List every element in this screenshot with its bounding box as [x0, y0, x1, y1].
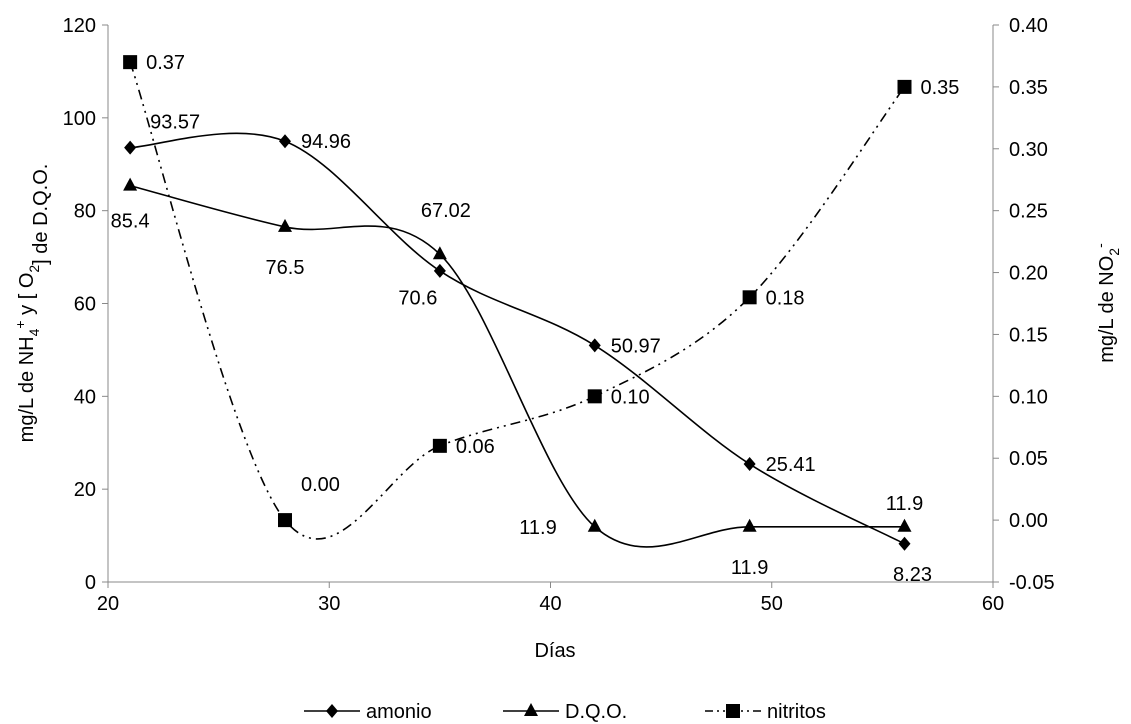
- point-d-q-o: [278, 218, 292, 232]
- y-right-axis-title-part: -: [1092, 243, 1108, 248]
- y-right-axis-title-part: 2: [1106, 248, 1122, 256]
- point-nitritos: [278, 513, 292, 528]
- x-tick-label: 50: [761, 593, 783, 615]
- data-label-nitritos: 0.10: [611, 386, 650, 408]
- y-right-tick-label: 0.20: [1009, 263, 1048, 285]
- point-amonio: [433, 263, 446, 278]
- point-amonio: [124, 140, 137, 155]
- data-label-amonio: 50.97: [611, 335, 661, 357]
- y-right-tick-label: 0.25: [1009, 201, 1048, 223]
- x-axis-title: Días: [534, 640, 575, 662]
- series-line-nitritos: [129, 61, 906, 540]
- legend-label-nitritos: nitritos: [767, 701, 826, 723]
- legend-marker-d-q-o: [524, 703, 538, 716]
- data-label-amonio: 8.23: [893, 564, 932, 586]
- y-right-axis-title-part: mg/L de NO: [1096, 256, 1118, 363]
- data-label-amonio: 93.57: [150, 112, 200, 134]
- series-line-d-q-o: [129, 184, 905, 548]
- y-left-axis-title-part: +: [12, 320, 28, 328]
- y-right-tick-label: 0.15: [1009, 324, 1048, 346]
- y-left-tick-label: 100: [63, 108, 96, 130]
- data-label-d-q-o: 76.5: [266, 257, 305, 279]
- y-left-tick-label: 120: [63, 15, 96, 37]
- y-left-axis-title-part: ] de D.Q.O.: [30, 164, 52, 265]
- point-nitritos: [123, 55, 138, 70]
- data-label-d-q-o: 11.9: [886, 493, 923, 515]
- point-d-q-o: [742, 518, 757, 532]
- data-label-nitritos: 0.06: [456, 436, 495, 458]
- y-left-axis-title-part: 2: [26, 265, 42, 273]
- legend-label-amonio: amonio: [366, 701, 432, 723]
- y-right-tick-label: 0.35: [1009, 77, 1048, 99]
- point-nitritos: [742, 290, 757, 305]
- x-tick-label: 20: [97, 593, 119, 615]
- point-nitritos: [432, 438, 447, 453]
- y-left-axis-title: mg/L de NH4+ y [ O2] de D.Q.O.: [12, 164, 52, 443]
- legend-marker-nitritos: [726, 704, 740, 718]
- y-left-tick-label: 60: [74, 294, 96, 316]
- point-nitritos: [587, 389, 602, 404]
- y-left-tick-label: 40: [74, 386, 96, 408]
- data-label-d-q-o: 85.4: [111, 211, 150, 233]
- point-amonio: [588, 338, 601, 353]
- point-d-q-o: [587, 518, 602, 532]
- y-left-axis-title-part: mg/L de NH: [16, 336, 38, 442]
- legend-marker-amonio: [326, 704, 338, 718]
- point-amonio: [279, 134, 291, 149]
- x-tick-label: 40: [539, 593, 561, 615]
- series-line-amonio: [130, 132, 905, 545]
- y-right-tick-label: 0.05: [1009, 448, 1048, 470]
- point-d-q-o: [123, 177, 138, 191]
- legend-label-d-q-o: D.Q.O.: [565, 701, 627, 723]
- x-tick-label: 30: [318, 593, 340, 615]
- y-left-tick-label: 0: [85, 572, 96, 594]
- data-label-nitritos: 0.35: [921, 77, 960, 99]
- x-tick-label: 60: [982, 593, 1004, 615]
- data-label-amonio: 67.02: [421, 200, 471, 222]
- data-label-nitritos: 0.37: [146, 52, 185, 74]
- point-amonio: [743, 457, 756, 472]
- y-right-tick-label: 0.00: [1009, 510, 1048, 532]
- point-nitritos: [897, 79, 912, 94]
- data-label-d-q-o: 70.6: [398, 287, 437, 309]
- data-labels: 93.57 94.96 67.02 50.97 25.41 8.23 85.4 76.5 70.…: [111, 52, 960, 586]
- data-label-nitritos: 0.00: [301, 474, 340, 496]
- y-right-tick-label: 0.40: [1009, 15, 1048, 37]
- axes: [107, 25, 994, 583]
- data-label-d-q-o: 11.9: [731, 557, 768, 579]
- y-right-tick-label: -0.05: [1009, 572, 1055, 594]
- y-left-tick-label: 20: [74, 479, 96, 501]
- y-right-axis-title: mg/L de NO2-: [1092, 243, 1122, 363]
- y-axis-titles: mg/L de NH4+ y [ O2] de D.Q.O.mg/L de NO…: [12, 164, 1122, 443]
- markers: [123, 55, 912, 551]
- data-label-amonio: 25.41: [766, 454, 816, 476]
- y-left-axis-title-part: 4: [26, 328, 42, 336]
- point-d-q-o: [432, 246, 447, 260]
- y-right-tick-label: 0.10: [1009, 386, 1048, 408]
- y-right-tick-label: 0.30: [1009, 139, 1048, 161]
- legend: amonio D.Q.O. nitritos: [304, 701, 826, 723]
- data-label-d-q-o: 11.9: [519, 517, 556, 539]
- point-amonio: [898, 536, 911, 551]
- ticks: 20 30 40 50 60020406080100120-0.050.000.050.…: [63, 15, 1055, 615]
- y-left-tick-label: 80: [74, 201, 96, 223]
- data-label-amonio: 94.96: [301, 131, 351, 153]
- point-d-q-o: [897, 518, 912, 532]
- y-left-axis-title-part: y [ O: [16, 273, 38, 321]
- data-label-nitritos: 0.18: [766, 287, 805, 309]
